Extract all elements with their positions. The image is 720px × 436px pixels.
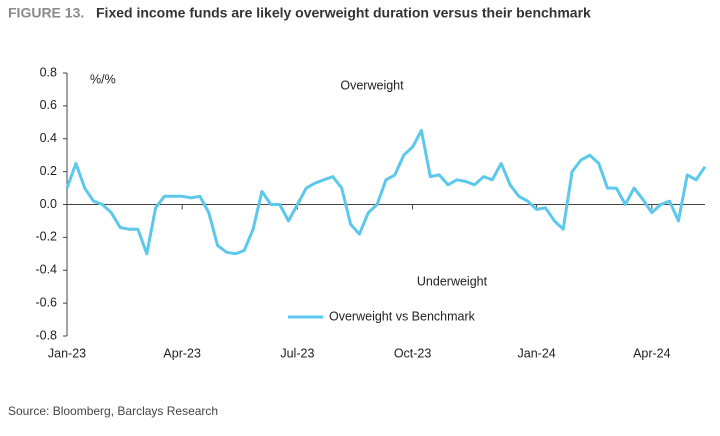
x-tick-label: Jan-24: [518, 346, 556, 360]
y-tick-label: 0.8: [40, 65, 57, 79]
y-tick-label: -0.8: [35, 328, 57, 342]
chart-title: Fixed income funds are likely overweight…: [96, 5, 591, 21]
y-tick-label: -0.4: [35, 263, 57, 277]
y-tick-label: -0.2: [35, 230, 57, 244]
y-tick-label: 0.2: [40, 164, 57, 178]
x-tick-label: Oct-23: [394, 346, 432, 360]
x-tick-label: Apr-24: [633, 346, 671, 360]
y-tick-label: 0.6: [40, 98, 57, 112]
y-tick-label: 0.0: [40, 197, 57, 211]
x-tick-label: Apr-23: [163, 346, 201, 360]
y-tick-label: 0.4: [40, 131, 57, 145]
annotation: Underweight: [417, 274, 488, 288]
x-tick-label: Jul-23: [280, 346, 314, 360]
x-tick-label: Jan-23: [48, 346, 86, 360]
source: Source: Bloomberg, Barclays Research: [8, 404, 218, 418]
figure-label: FIGURE 13.: [8, 5, 84, 21]
annotation: Overweight: [340, 78, 404, 92]
unit-label: %/%: [90, 72, 116, 86]
legend-label: Overweight vs Benchmark: [329, 309, 476, 323]
y-tick-label: -0.6: [35, 295, 57, 309]
data-line: [65, 129, 707, 256]
